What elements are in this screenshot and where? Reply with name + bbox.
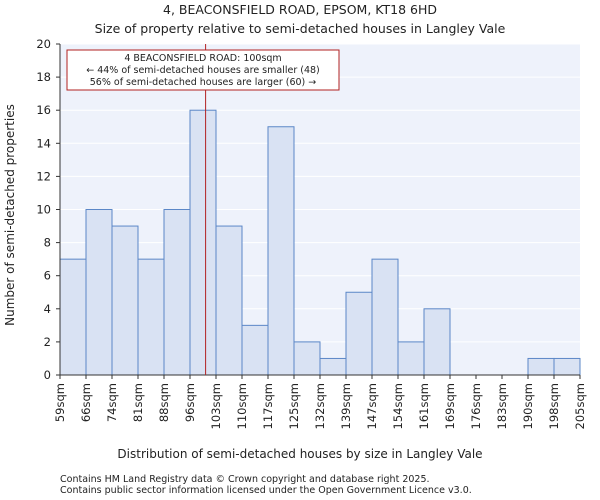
- x-tick-label-132sqm: 132sqm: [313, 383, 327, 429]
- footer-line1: Contains HM Land Registry data © Crown c…: [60, 474, 430, 485]
- bar-59sqm: [59, 258, 87, 376]
- bar-96sqm: [189, 109, 217, 376]
- bars: [59, 109, 581, 376]
- x-tick-label-81sqm: 81sqm: [131, 383, 145, 422]
- bar-198sqm: [553, 357, 581, 376]
- x-tick-label-117sqm: 117sqm: [261, 383, 275, 429]
- x-tick-label-110sqm: 110sqm: [235, 383, 249, 429]
- x-tick-label-88sqm: 88sqm: [157, 383, 171, 422]
- y-tick-label: 16: [36, 103, 51, 117]
- x-tick-label-103sqm: 103sqm: [209, 383, 223, 429]
- y-tick-label: 20: [36, 37, 51, 51]
- x-axis-label: Distribution of semi-detached houses by …: [117, 447, 482, 461]
- bar-103sqm: [215, 225, 243, 376]
- x-tick-label-169sqm: 169sqm: [443, 383, 457, 429]
- y-axis-label: Number of semi-detached properties: [3, 104, 17, 326]
- bar-190sqm: [527, 357, 555, 376]
- x-tick-label-59sqm: 59sqm: [53, 383, 67, 422]
- x-tick-label-74sqm: 74sqm: [105, 383, 119, 422]
- bar-154sqm: [397, 341, 425, 376]
- bar-161sqm: [423, 308, 451, 376]
- footer-line2: Contains public sector information licen…: [60, 485, 472, 496]
- chart-title-line1: 4, BEACONSFIELD ROAD, EPSOM, KT18 6HD: [163, 2, 437, 17]
- y-tick-label: 14: [36, 136, 51, 150]
- y-tick-label: 6: [44, 269, 51, 283]
- bar-117sqm: [267, 126, 295, 376]
- y-tick-label: 4: [44, 302, 51, 316]
- annotation-line1: 4 BEACONSFIELD ROAD: 100sqm: [124, 53, 281, 64]
- y-tick-label: 10: [36, 203, 51, 217]
- bar-147sqm: [371, 258, 399, 376]
- x-tick-label-139sqm: 139sqm: [339, 383, 353, 429]
- annotation-frame: [66, 49, 340, 91]
- annotation-line3: 56% of semi-detached houses are larger (…: [90, 77, 317, 88]
- y-tick-label: 2: [44, 335, 51, 349]
- y-tick-label: 0: [44, 368, 51, 382]
- x-tick-label-147sqm: 147sqm: [365, 383, 379, 429]
- x-tick-label-161sqm: 161sqm: [417, 383, 431, 429]
- chart-title-line2: Size of property relative to semi-detach…: [95, 21, 506, 36]
- x-tick-label-96sqm: 96sqm: [183, 383, 197, 422]
- y-tick-label: 8: [44, 236, 51, 250]
- x-tick-label-205sqm: 205sqm: [573, 383, 587, 429]
- x-tick-label-198sqm: 198sqm: [547, 383, 561, 429]
- y-ticks: 0 2 4 6 8 10 12 14 16 18 20: [36, 37, 60, 382]
- annotation-box: 4 BEACONSFIELD ROAD: 100sqm ← 44% of sem…: [66, 49, 340, 91]
- x-tick-label-125sqm: 125sqm: [287, 383, 301, 429]
- annotation-line2: ← 44% of semi-detached houses are smalle…: [86, 65, 320, 76]
- bar-132sqm: [319, 357, 347, 376]
- bar-66sqm: [85, 209, 113, 376]
- y-tick-label: 18: [36, 70, 51, 84]
- y-tick-label: 12: [36, 169, 51, 183]
- bar-125sqm: [293, 341, 321, 376]
- x-tick-label-183sqm: 183sqm: [495, 383, 509, 429]
- bar-88sqm: [163, 209, 191, 376]
- x-ticks: 59sqm 66sqm 74sqm 81sqm 88sqm 96sqm 103sqm 110s…: [53, 375, 587, 429]
- x-tick-label-176sqm: 176sqm: [469, 383, 483, 429]
- x-tick-label-190sqm: 190sqm: [521, 383, 535, 429]
- bar-81sqm: [137, 258, 165, 376]
- x-tick-label-154sqm: 154sqm: [391, 383, 405, 429]
- bar-74sqm: [111, 225, 139, 376]
- bar-139sqm: [345, 291, 373, 376]
- bar-110sqm: [241, 324, 269, 376]
- x-tick-label-66sqm: 66sqm: [79, 383, 93, 422]
